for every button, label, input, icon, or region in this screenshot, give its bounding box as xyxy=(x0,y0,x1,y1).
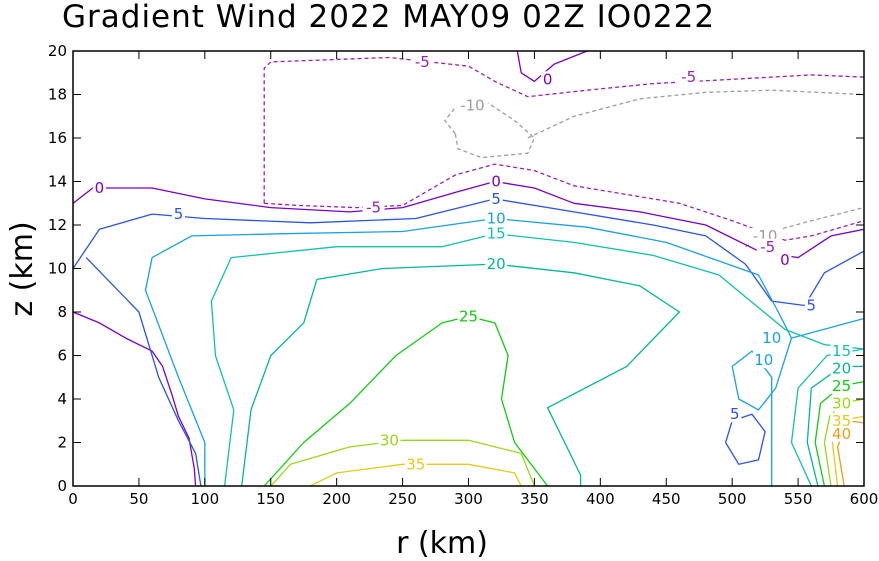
x-axis-label: r (km) xyxy=(396,526,488,561)
y-tick-label: 10 xyxy=(48,260,67,278)
contour-label: 20 xyxy=(832,360,851,378)
contour-label-bg xyxy=(728,406,742,423)
contour-line-30 xyxy=(270,439,536,486)
contour-label-bg xyxy=(92,180,106,197)
contour-label-bg xyxy=(362,199,385,216)
y-axis-label: z (km) xyxy=(5,221,40,316)
contour-label: 10 xyxy=(754,351,773,369)
contour-label-bg xyxy=(489,173,503,190)
contour-line-5 xyxy=(85,257,202,486)
contour-label-bg xyxy=(752,351,775,368)
contour-labels: -10-10-5-5-5-50 0005555101010151520202525… xyxy=(92,53,853,473)
contour-label-bg xyxy=(378,432,401,449)
contour-label: 30 xyxy=(832,394,851,412)
contour-label: -5 xyxy=(415,53,430,71)
contour-line-0 xyxy=(516,51,588,83)
contour-label: 25 xyxy=(459,307,478,325)
plot-frame xyxy=(72,50,865,487)
contour-label-bg xyxy=(760,330,783,347)
contour-label: -5 xyxy=(681,68,696,86)
y-tick-label: 12 xyxy=(48,216,67,234)
y-tick-label: 16 xyxy=(48,129,67,147)
chart-title: Gradient Wind 2022 MAY09 02Z IO0222 xyxy=(62,0,715,35)
contour-label-bg xyxy=(456,97,488,114)
plot-area: -10-10-5-5-5-50 0005555101010151520202525… xyxy=(73,51,864,486)
x-axis: 0 50 100 150 200 250 300 350 400 450 500 550 600 xyxy=(68,51,878,508)
contour-label: 5 xyxy=(806,296,816,314)
contour-line-10 xyxy=(144,217,864,486)
y-tick-label: 4 xyxy=(57,390,67,408)
contour-label-bg xyxy=(804,297,818,314)
x-tick-label: 300 xyxy=(454,490,483,508)
contour-label: 5 xyxy=(174,205,184,223)
contour-label-bg xyxy=(457,308,480,325)
contour-label: 25 xyxy=(832,377,851,395)
contour-line-neg5 xyxy=(263,56,864,204)
x-tick-label: 200 xyxy=(322,490,351,508)
x-tick-label: 600 xyxy=(850,490,879,508)
contour-label-bg xyxy=(485,225,508,242)
contour-label-bg xyxy=(830,412,853,429)
x-tick-label: 100 xyxy=(191,490,220,508)
contour-label-bg xyxy=(677,69,700,86)
x-tick-label: 450 xyxy=(652,490,681,508)
contour-label-bg xyxy=(485,210,508,227)
contour-line-35 xyxy=(310,463,522,486)
contour-line-0 xyxy=(73,311,197,486)
contour-line-20 xyxy=(241,263,681,486)
contour-label: 10 xyxy=(487,209,506,227)
contour-label: 0 xyxy=(780,251,790,269)
x-tick-label: 350 xyxy=(520,490,549,508)
contour-label-bg xyxy=(171,206,185,223)
contour-label: -5 xyxy=(366,199,381,217)
contour-label-bg xyxy=(756,238,779,255)
contour-label: 0 xyxy=(95,179,105,197)
contour-label: 5 xyxy=(491,190,501,208)
contour-label: 30 xyxy=(380,431,399,449)
contour-label-bg xyxy=(830,395,853,412)
contour-label: 35 xyxy=(406,455,425,473)
x-tick-label: 150 xyxy=(256,490,285,508)
contour-label: 20 xyxy=(487,255,506,273)
contour-label-bg xyxy=(778,251,792,268)
contour-label: 40 xyxy=(832,425,851,443)
x-tick-label: 250 xyxy=(388,490,417,508)
contour-label-bg xyxy=(485,256,508,273)
contour-line-neg10 xyxy=(527,89,864,139)
y-tick-label: 14 xyxy=(48,173,67,191)
y-tick-label: 6 xyxy=(57,347,67,365)
contour-label-bg xyxy=(830,360,853,377)
contour-label-bg xyxy=(489,190,503,207)
y-tick-label: 0 xyxy=(57,477,67,495)
contour-label-bg xyxy=(830,343,853,360)
contour-label: -5 xyxy=(760,238,775,256)
contour-lines xyxy=(73,51,864,486)
contour-label: 15 xyxy=(832,342,851,360)
contour-label: 0 xyxy=(543,70,553,88)
x-tick-label: 0 xyxy=(68,490,78,508)
contour-label: 5 xyxy=(730,405,740,423)
contour-label: 35 xyxy=(832,412,851,430)
x-tick-label: 550 xyxy=(784,490,813,508)
contour-label-bg xyxy=(411,53,434,70)
contour-label: 10 xyxy=(762,329,781,347)
x-tick-label: 50 xyxy=(129,490,148,508)
contour-label: -10 xyxy=(460,96,485,114)
contour-label-bg xyxy=(830,425,853,442)
x-tick-label: 400 xyxy=(586,490,615,508)
contour-line-10 xyxy=(731,337,793,486)
y-tick-label: 18 xyxy=(48,86,67,104)
contour-line-5 xyxy=(73,198,864,307)
contour-label-bg xyxy=(541,71,555,88)
contour-label-bg xyxy=(404,456,427,473)
contour-label-bg xyxy=(830,377,853,394)
y-axis: 0 2 4 6 8 10 12 14 16 18 20 xyxy=(48,42,864,495)
y-tick-label: 20 xyxy=(48,42,67,60)
x-tick-label: 500 xyxy=(718,490,747,508)
y-tick-label: 2 xyxy=(57,434,67,452)
contour-label: 0 xyxy=(491,173,501,191)
contour-label: 15 xyxy=(487,225,506,243)
y-tick-label: 8 xyxy=(57,303,67,321)
